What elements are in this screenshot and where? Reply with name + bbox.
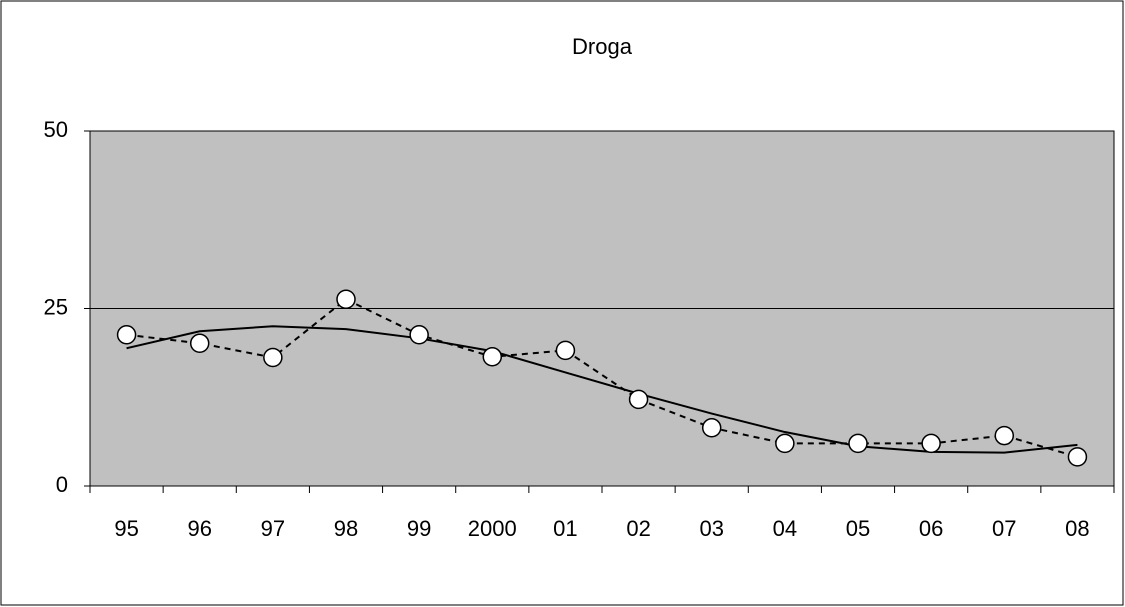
x-tick-label: 2000 [468, 516, 517, 541]
x-tick-label: 06 [919, 516, 943, 541]
point-marker [189, 333, 210, 354]
point-marker [482, 347, 503, 367]
series-line [126, 298, 1078, 458]
x-tick-label: 03 [699, 516, 723, 541]
point-marker [263, 347, 283, 368]
y-tick-label: 0 [56, 472, 68, 497]
x-tick-label: 97 [261, 516, 285, 541]
point-marker [409, 325, 429, 345]
x-tick-label: 05 [846, 516, 870, 541]
x-tick-label: 07 [992, 516, 1016, 541]
x-tick-label: 02 [626, 516, 650, 541]
x-tick-label: 08 [1065, 516, 1089, 541]
x-tick-label: 01 [553, 516, 577, 541]
point-marker [336, 289, 356, 310]
point-marker [116, 325, 137, 345]
point-marker [1067, 447, 1088, 467]
point-marker [921, 433, 941, 454]
x-tick-label: 04 [773, 516, 797, 541]
series-line [126, 325, 1078, 454]
point-marker [701, 418, 722, 438]
point-marker [628, 389, 649, 410]
point-marker [994, 425, 1015, 446]
x-tick-label: 96 [187, 516, 211, 541]
y-tick-label: 50 [44, 117, 68, 142]
chart-title: Droga [572, 34, 633, 59]
point-marker [775, 433, 795, 454]
x-tick-label: 99 [407, 516, 431, 541]
y-tick-label: 25 [44, 294, 68, 319]
point-marker [848, 433, 868, 454]
x-tick-label: 98 [334, 516, 358, 541]
point-marker [555, 340, 576, 361]
x-tick-label: 95 [114, 516, 138, 541]
